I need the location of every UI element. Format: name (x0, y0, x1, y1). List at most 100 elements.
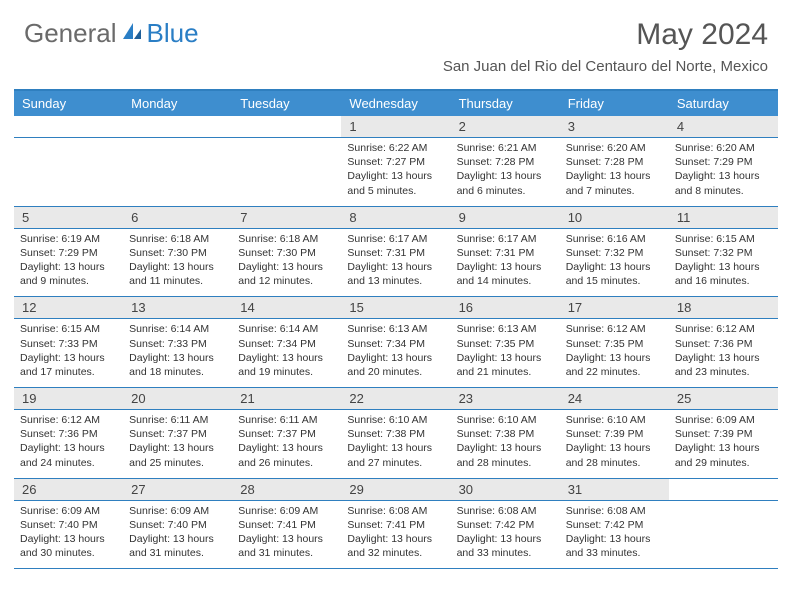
daylight-text: Daylight: 13 hours and 14 minutes. (457, 260, 554, 288)
day-detail-cell: Sunrise: 6:09 AMSunset: 7:39 PMDaylight:… (669, 410, 778, 478)
day-number-cell: 9 (451, 207, 560, 228)
daylight-text: Daylight: 13 hours and 33 minutes. (566, 532, 663, 560)
day-detail-cell: Sunrise: 6:15 AMSunset: 7:32 PMDaylight:… (669, 229, 778, 297)
sunrise-text: Sunrise: 6:08 AM (347, 504, 444, 518)
daylight-text: Daylight: 13 hours and 21 minutes. (457, 351, 554, 379)
sunrise-text: Sunrise: 6:13 AM (457, 322, 554, 336)
daylight-text: Daylight: 13 hours and 31 minutes. (129, 532, 226, 560)
sunrise-text: Sunrise: 6:20 AM (566, 141, 663, 155)
daylight-text: Daylight: 13 hours and 15 minutes. (566, 260, 663, 288)
day-number-cell: 20 (123, 388, 232, 409)
day-number-cell: 28 (232, 479, 341, 500)
sunset-text: Sunset: 7:41 PM (238, 518, 335, 532)
day-number-cell (14, 116, 123, 137)
sunrise-text: Sunrise: 6:09 AM (129, 504, 226, 518)
sunset-text: Sunset: 7:32 PM (566, 246, 663, 260)
day-number-row: 567891011 (14, 207, 778, 229)
daylight-text: Daylight: 13 hours and 12 minutes. (238, 260, 335, 288)
daylight-text: Daylight: 13 hours and 17 minutes. (20, 351, 117, 379)
sunset-text: Sunset: 7:35 PM (457, 337, 554, 351)
day-number-cell: 1 (341, 116, 450, 137)
day-detail-cell: Sunrise: 6:08 AMSunset: 7:41 PMDaylight:… (341, 501, 450, 569)
day-number-row: 19202122232425 (14, 388, 778, 410)
sunrise-text: Sunrise: 6:10 AM (347, 413, 444, 427)
day-detail-cell: Sunrise: 6:11 AMSunset: 7:37 PMDaylight:… (123, 410, 232, 478)
sunrise-text: Sunrise: 6:21 AM (457, 141, 554, 155)
day-detail-cell: Sunrise: 6:08 AMSunset: 7:42 PMDaylight:… (451, 501, 560, 569)
sunrise-text: Sunrise: 6:18 AM (238, 232, 335, 246)
day-detail-cell: Sunrise: 6:20 AMSunset: 7:29 PMDaylight:… (669, 138, 778, 206)
day-number-cell: 12 (14, 297, 123, 318)
month-title: May 2024 (443, 18, 768, 52)
day-detail-cell: Sunrise: 6:12 AMSunset: 7:36 PMDaylight:… (669, 319, 778, 387)
sunset-text: Sunset: 7:38 PM (347, 427, 444, 441)
sunrise-text: Sunrise: 6:17 AM (457, 232, 554, 246)
day-number-cell (232, 116, 341, 137)
day-number-cell: 13 (123, 297, 232, 318)
day-number-row: 12131415161718 (14, 297, 778, 319)
daylight-text: Daylight: 13 hours and 28 minutes. (566, 441, 663, 469)
day-number-cell: 11 (669, 207, 778, 228)
day-number-cell: 4 (669, 116, 778, 137)
daylight-text: Daylight: 13 hours and 33 minutes. (457, 532, 554, 560)
sunset-text: Sunset: 7:33 PM (20, 337, 117, 351)
day-number-cell: 25 (669, 388, 778, 409)
weekday-header: Saturday (669, 91, 778, 116)
day-detail-cell (232, 138, 341, 206)
day-number-cell: 7 (232, 207, 341, 228)
daylight-text: Daylight: 13 hours and 9 minutes. (20, 260, 117, 288)
day-detail-cell: Sunrise: 6:12 AMSunset: 7:35 PMDaylight:… (560, 319, 669, 387)
day-number-cell: 21 (232, 388, 341, 409)
weekday-header: Thursday (451, 91, 560, 116)
sunrise-text: Sunrise: 6:12 AM (20, 413, 117, 427)
weekday-header: Friday (560, 91, 669, 116)
sunset-text: Sunset: 7:41 PM (347, 518, 444, 532)
day-detail-cell (14, 138, 123, 206)
sunrise-text: Sunrise: 6:19 AM (20, 232, 117, 246)
sunrise-text: Sunrise: 6:10 AM (457, 413, 554, 427)
sunrise-text: Sunrise: 6:22 AM (347, 141, 444, 155)
day-number-cell: 8 (341, 207, 450, 228)
day-detail-cell: Sunrise: 6:10 AMSunset: 7:39 PMDaylight:… (560, 410, 669, 478)
sunset-text: Sunset: 7:29 PM (20, 246, 117, 260)
daylight-text: Daylight: 13 hours and 19 minutes. (238, 351, 335, 379)
daylight-text: Daylight: 13 hours and 31 minutes. (238, 532, 335, 560)
weekday-header: Tuesday (232, 91, 341, 116)
sunset-text: Sunset: 7:31 PM (347, 246, 444, 260)
sunset-text: Sunset: 7:30 PM (129, 246, 226, 260)
day-detail-cell: Sunrise: 6:19 AMSunset: 7:29 PMDaylight:… (14, 229, 123, 297)
sunrise-text: Sunrise: 6:15 AM (20, 322, 117, 336)
day-number-cell: 18 (669, 297, 778, 318)
location-text: San Juan del Rio del Centauro del Norte,… (443, 58, 768, 75)
daylight-text: Daylight: 13 hours and 30 minutes. (20, 532, 117, 560)
daylight-text: Daylight: 13 hours and 20 minutes. (347, 351, 444, 379)
sunrise-text: Sunrise: 6:14 AM (238, 322, 335, 336)
day-detail-cell: Sunrise: 6:17 AMSunset: 7:31 PMDaylight:… (451, 229, 560, 297)
day-number-cell: 27 (123, 479, 232, 500)
daylight-text: Daylight: 13 hours and 27 minutes. (347, 441, 444, 469)
daylight-text: Daylight: 13 hours and 7 minutes. (566, 169, 663, 197)
sunset-text: Sunset: 7:40 PM (20, 518, 117, 532)
sunrise-text: Sunrise: 6:15 AM (675, 232, 772, 246)
sunset-text: Sunset: 7:42 PM (457, 518, 554, 532)
daylight-text: Daylight: 13 hours and 8 minutes. (675, 169, 772, 197)
sunrise-text: Sunrise: 6:20 AM (675, 141, 772, 155)
day-number-cell: 2 (451, 116, 560, 137)
sunset-text: Sunset: 7:36 PM (675, 337, 772, 351)
day-detail-cell: Sunrise: 6:15 AMSunset: 7:33 PMDaylight:… (14, 319, 123, 387)
day-detail-cell: Sunrise: 6:17 AMSunset: 7:31 PMDaylight:… (341, 229, 450, 297)
day-number-cell: 23 (451, 388, 560, 409)
sunset-text: Sunset: 7:35 PM (566, 337, 663, 351)
sunset-text: Sunset: 7:32 PM (675, 246, 772, 260)
day-detail-cell: Sunrise: 6:11 AMSunset: 7:37 PMDaylight:… (232, 410, 341, 478)
weekday-header: Monday (123, 91, 232, 116)
day-detail-cell: Sunrise: 6:14 AMSunset: 7:33 PMDaylight:… (123, 319, 232, 387)
day-number-cell: 24 (560, 388, 669, 409)
weekday-header: Sunday (14, 91, 123, 116)
weekday-header: Wednesday (341, 91, 450, 116)
sunset-text: Sunset: 7:42 PM (566, 518, 663, 532)
day-detail-row: Sunrise: 6:19 AMSunset: 7:29 PMDaylight:… (14, 229, 778, 298)
daylight-text: Daylight: 13 hours and 11 minutes. (129, 260, 226, 288)
sunset-text: Sunset: 7:36 PM (20, 427, 117, 441)
day-detail-cell: Sunrise: 6:13 AMSunset: 7:34 PMDaylight:… (341, 319, 450, 387)
